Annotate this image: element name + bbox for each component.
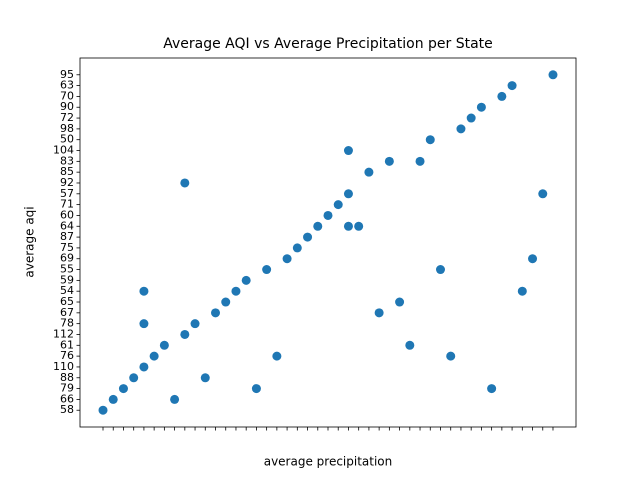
scatter-point xyxy=(395,297,405,307)
scatter-point xyxy=(528,254,538,264)
scatter-point xyxy=(149,351,159,361)
scatter-point xyxy=(221,297,231,307)
y-tick-label: 88 xyxy=(60,371,74,384)
scatter-point xyxy=(507,81,517,91)
scatter-point xyxy=(231,286,241,296)
scatter-point xyxy=(118,384,128,394)
scatter-point xyxy=(139,286,149,296)
scatter-point xyxy=(190,319,200,329)
y-tick-label: 87 xyxy=(60,230,74,243)
y-tick-label: 55 xyxy=(60,263,74,276)
y-tick-label: 71 xyxy=(60,198,74,211)
y-tick-label: 72 xyxy=(60,111,74,124)
y-tick-label: 90 xyxy=(60,100,74,113)
chart-title: Average AQI vs Average Precipitation per… xyxy=(163,36,493,52)
y-tick-label: 110 xyxy=(53,360,74,373)
y-tick-label: 58 xyxy=(60,403,74,416)
scatter-point xyxy=(272,351,282,361)
scatter-point xyxy=(517,286,527,296)
x-axis-label: average precipitation xyxy=(264,455,393,469)
y-tick-label: 66 xyxy=(60,392,74,405)
scatter-point xyxy=(129,373,139,383)
scatter-point xyxy=(476,102,486,112)
scatter-point xyxy=(538,189,548,199)
y-tick-label: 50 xyxy=(60,133,74,146)
scatter-point xyxy=(211,308,221,318)
scatter-point xyxy=(374,308,384,318)
scatter-point xyxy=(343,189,353,199)
scatter-point xyxy=(425,135,435,145)
y-axis-label: average aqi xyxy=(23,206,37,277)
scatter-point xyxy=(364,167,374,177)
scatter-point xyxy=(323,210,333,220)
y-tick-label: 64 xyxy=(60,219,74,232)
y-tick-label: 79 xyxy=(60,382,74,395)
y-tick-label: 112 xyxy=(53,327,74,340)
y-tick-label: 85 xyxy=(60,165,74,178)
y-tick-label: 75 xyxy=(60,241,74,254)
y-tick-label: 104 xyxy=(53,144,74,157)
scatter-point xyxy=(139,362,149,372)
scatter-point xyxy=(282,254,292,264)
y-tick-label: 65 xyxy=(60,295,74,308)
y-tick-label: 63 xyxy=(60,79,74,92)
y-tick-label: 95 xyxy=(60,68,74,81)
scatter-point xyxy=(108,394,118,404)
scatter-point xyxy=(98,405,108,415)
y-tick-label: 76 xyxy=(60,349,74,362)
y-tick-label: 83 xyxy=(60,154,74,167)
scatter-point xyxy=(313,221,323,231)
scatter-point xyxy=(405,340,415,350)
scatter-point xyxy=(292,243,302,253)
y-tick-label: 98 xyxy=(60,122,74,135)
scatter-point xyxy=(139,319,149,329)
y-tick-label: 57 xyxy=(60,187,74,200)
scatter-point xyxy=(354,221,364,231)
scatter-point xyxy=(343,146,353,156)
scatter-point xyxy=(446,351,456,361)
scatter-point xyxy=(343,221,353,231)
scatter-point xyxy=(180,178,190,188)
y-tick-label: 92 xyxy=(60,176,74,189)
scatter-point xyxy=(180,329,190,339)
scatter-point xyxy=(384,156,394,166)
scatter-point xyxy=(456,124,466,134)
scatter-point xyxy=(497,91,507,101)
y-tick-label: 70 xyxy=(60,89,74,102)
scatter-point xyxy=(241,275,251,285)
scatter-point xyxy=(333,200,343,210)
y-tick-label: 54 xyxy=(60,284,74,297)
y-tick-label: 67 xyxy=(60,306,74,319)
scatter-point xyxy=(200,373,210,383)
scatter-point xyxy=(262,265,272,275)
y-tick-label: 59 xyxy=(60,273,74,286)
scatter-point xyxy=(170,394,180,404)
y-tick-label: 78 xyxy=(60,317,74,330)
scatter-point xyxy=(159,340,169,350)
scatter-point xyxy=(487,384,497,394)
y-tick-label: 61 xyxy=(60,338,74,351)
scatter-point xyxy=(435,265,445,275)
scatter-point xyxy=(415,156,425,166)
scatter-point xyxy=(303,232,313,242)
y-tick-label: 60 xyxy=(60,208,74,221)
scatter-point xyxy=(548,70,558,80)
scatter-point xyxy=(466,113,476,123)
y-tick-label: 69 xyxy=(60,252,74,265)
scatter-point xyxy=(251,384,261,394)
